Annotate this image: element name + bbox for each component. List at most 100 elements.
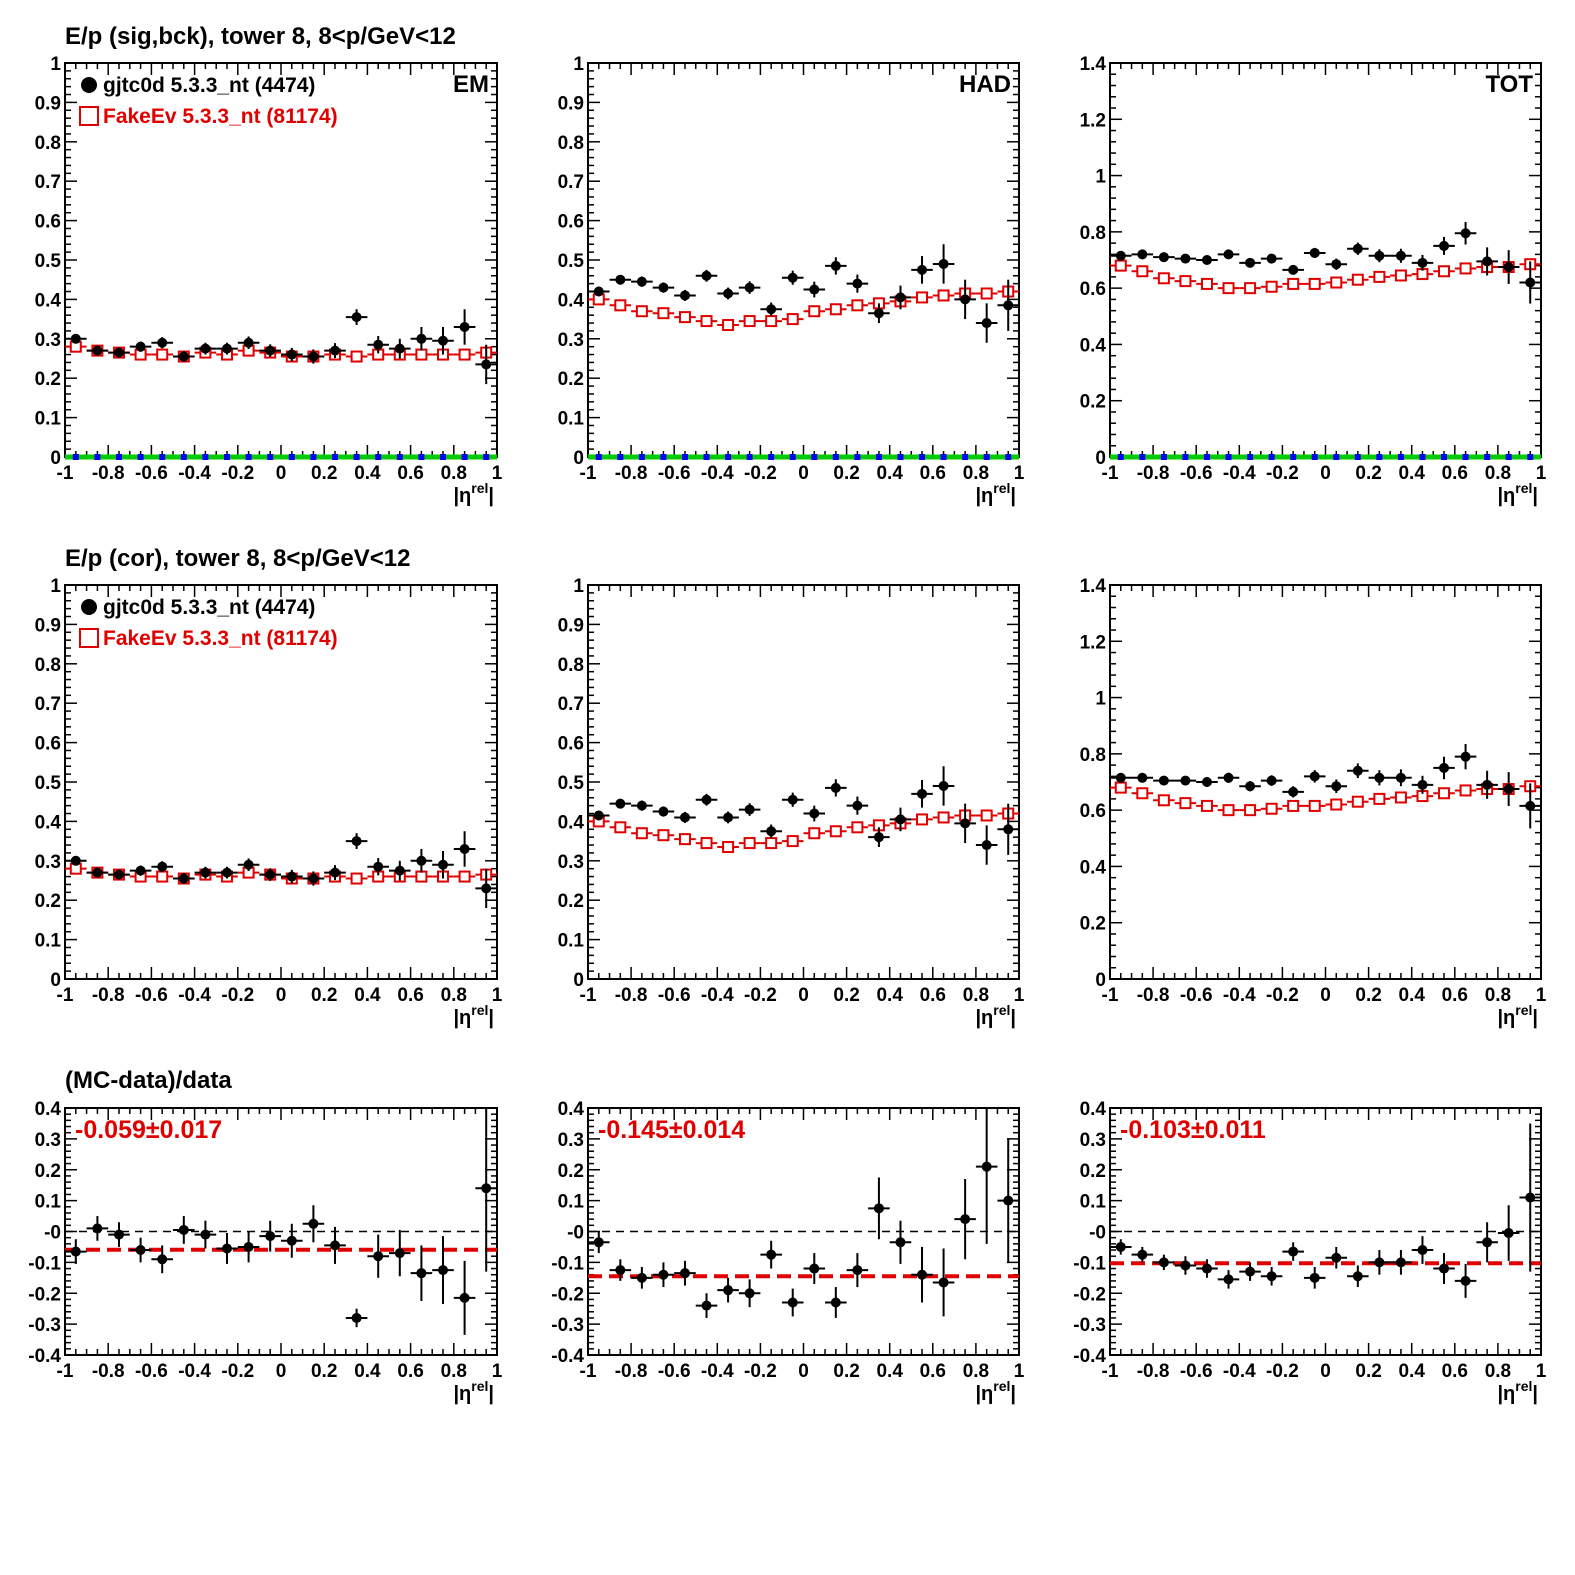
data-point <box>330 345 340 356</box>
x-tick-label: 0.6 <box>397 985 423 1006</box>
y-tick-label: 0.2 <box>35 891 61 912</box>
data-point <box>330 867 340 878</box>
y-tick-label: 1.2 <box>1080 632 1106 653</box>
x-tick-label: -0.2 <box>1266 463 1299 484</box>
x-tick-label: -0.8 <box>92 985 125 1006</box>
y-tick-label: -0.1 <box>551 1253 584 1274</box>
mc-point <box>765 315 778 328</box>
mc-point <box>1179 275 1192 288</box>
data-point <box>114 869 124 880</box>
data-point <box>178 873 189 884</box>
mc-point <box>350 872 363 885</box>
data-point <box>917 788 928 799</box>
data-point <box>1482 779 1493 790</box>
x-axis-label-sup: rel <box>471 480 488 496</box>
mc-point <box>765 837 778 850</box>
data-point <box>308 873 319 884</box>
x-axis-label-bar: | <box>1010 485 1016 507</box>
data-point <box>1201 1263 1212 1274</box>
x-axis-label-bar: | <box>488 1383 494 1405</box>
data-point <box>1417 779 1428 790</box>
y-tick-label: 0.2 <box>558 1161 584 1182</box>
data-point <box>1352 765 1363 776</box>
zero-bkg-point <box>1527 454 1534 460</box>
x-tick-label: 0.2 <box>833 1361 859 1382</box>
mc-point <box>1459 262 1472 275</box>
data-point <box>135 1245 146 1256</box>
data-point <box>114 347 124 358</box>
y-tick-label: 0 <box>1095 970 1106 991</box>
zero-bkg-point <box>811 454 818 460</box>
row3-title: (MC-data)/data <box>65 1067 232 1094</box>
x-axis-label-bar: | <box>1532 485 1538 507</box>
y-tick-label: -0 <box>44 1223 61 1244</box>
zero-bkg-point <box>875 454 882 460</box>
x-tick-label: -0.2 <box>221 985 254 1006</box>
data-point <box>1460 751 1471 762</box>
mc-point <box>722 841 735 854</box>
legend-data-label: gjtc0d 5.3.3_nt (4474) <box>103 596 315 619</box>
y-tick-label: 0.1 <box>35 931 62 952</box>
x-axis-label: |ηrel| <box>453 480 494 507</box>
data-point <box>938 1277 949 1288</box>
zero-bkg-point <box>1354 454 1361 460</box>
x-tick-label: 0.6 <box>397 463 423 484</box>
mc-point <box>808 305 821 318</box>
y-tick-label: 1.4 <box>1080 54 1107 75</box>
y-tick-label: -0.3 <box>1073 1315 1106 1336</box>
data-point <box>1525 1192 1536 1203</box>
x-tick-label: 0 <box>276 463 287 484</box>
y-tick-label: 1 <box>1095 689 1106 710</box>
y-tick-label: -0 <box>567 1223 584 1244</box>
data-point <box>615 1265 626 1276</box>
x-tick-label: -0.2 <box>744 463 777 484</box>
x-tick-label: 0.8 <box>441 1361 467 1382</box>
panel-tot_sigbck: -1 -0.8 -0.6 -0.4 -0.2 0 0.2 0.4 0.6 0.8 1|ηrel|00… <box>1080 54 1547 507</box>
zero-bkg-point <box>288 454 295 460</box>
x-tick-label: 0.6 <box>920 463 946 484</box>
panel-label-tot: TOT <box>1485 71 1533 98</box>
x-tick-label: 0.8 <box>1485 985 1511 1006</box>
x-tick-label: -1 <box>1102 1361 1119 1382</box>
zero-bkg-point <box>1462 454 1469 460</box>
zero-bkg-point <box>94 454 101 460</box>
mc-point <box>156 348 169 361</box>
x-tick-label: -0.2 <box>1266 1361 1299 1382</box>
data-point <box>1503 262 1514 273</box>
x-axis-label-sup: rel <box>471 1378 488 1394</box>
mc-point <box>1351 795 1364 808</box>
zero-bkg-point <box>137 454 144 460</box>
panel-had_sigbck: -1 -0.8 -0.6 -0.4 -0.2 0 0.2 0.4 0.6 0.8 1|ηrel|00… <box>558 54 1025 507</box>
row2-title: E/p (cor), tower 8, 8<p/GeV<12 <box>65 545 410 572</box>
x-tick-label: 1 <box>1014 1361 1025 1382</box>
zero-bkg-point <box>617 454 624 460</box>
zero-bkg-point <box>1182 454 1189 460</box>
legend-mc-label: FakeEv 5.3.3_nt (81174) <box>103 105 338 128</box>
x-axis-label-sup: rel <box>1515 480 1532 496</box>
data-point <box>744 282 755 293</box>
y-tick-label: 0.3 <box>558 1130 584 1151</box>
y-tick-label: 0.3 <box>558 330 584 351</box>
mc-point <box>743 837 756 850</box>
mc-point <box>1287 277 1300 290</box>
x-axis-label-sup: rel <box>993 480 1010 496</box>
x-tick-label: -0.8 <box>615 985 648 1006</box>
x-axis-label-bar: | <box>1532 1007 1538 1029</box>
zero-bkg-point <box>595 454 602 460</box>
y-tick-label: 0.6 <box>35 212 61 233</box>
data-point <box>438 1265 448 1276</box>
zero-bkg-point <box>267 454 274 460</box>
zero-bkg-point <box>353 454 360 460</box>
mc-point <box>980 287 993 300</box>
y-tick-label: 0.5 <box>35 773 62 794</box>
y-tick-label: 0.8 <box>35 655 61 676</box>
y-tick-label: 1.2 <box>1080 110 1106 131</box>
panel-em_ratio: -1 -0.8 -0.6 -0.4 -0.2 0 0.2 0.4 0.6 0.8 1|ηrel| -0… <box>28 1099 502 1405</box>
data-point <box>830 1297 841 1308</box>
y-tick-label: 0 <box>50 970 61 991</box>
zero-bkg-point <box>940 454 947 460</box>
x-axis-label: |ηrel| <box>453 1002 494 1029</box>
x-tick-label: -0.6 <box>1180 463 1213 484</box>
mc-point <box>786 313 799 326</box>
data-point <box>1115 772 1126 783</box>
